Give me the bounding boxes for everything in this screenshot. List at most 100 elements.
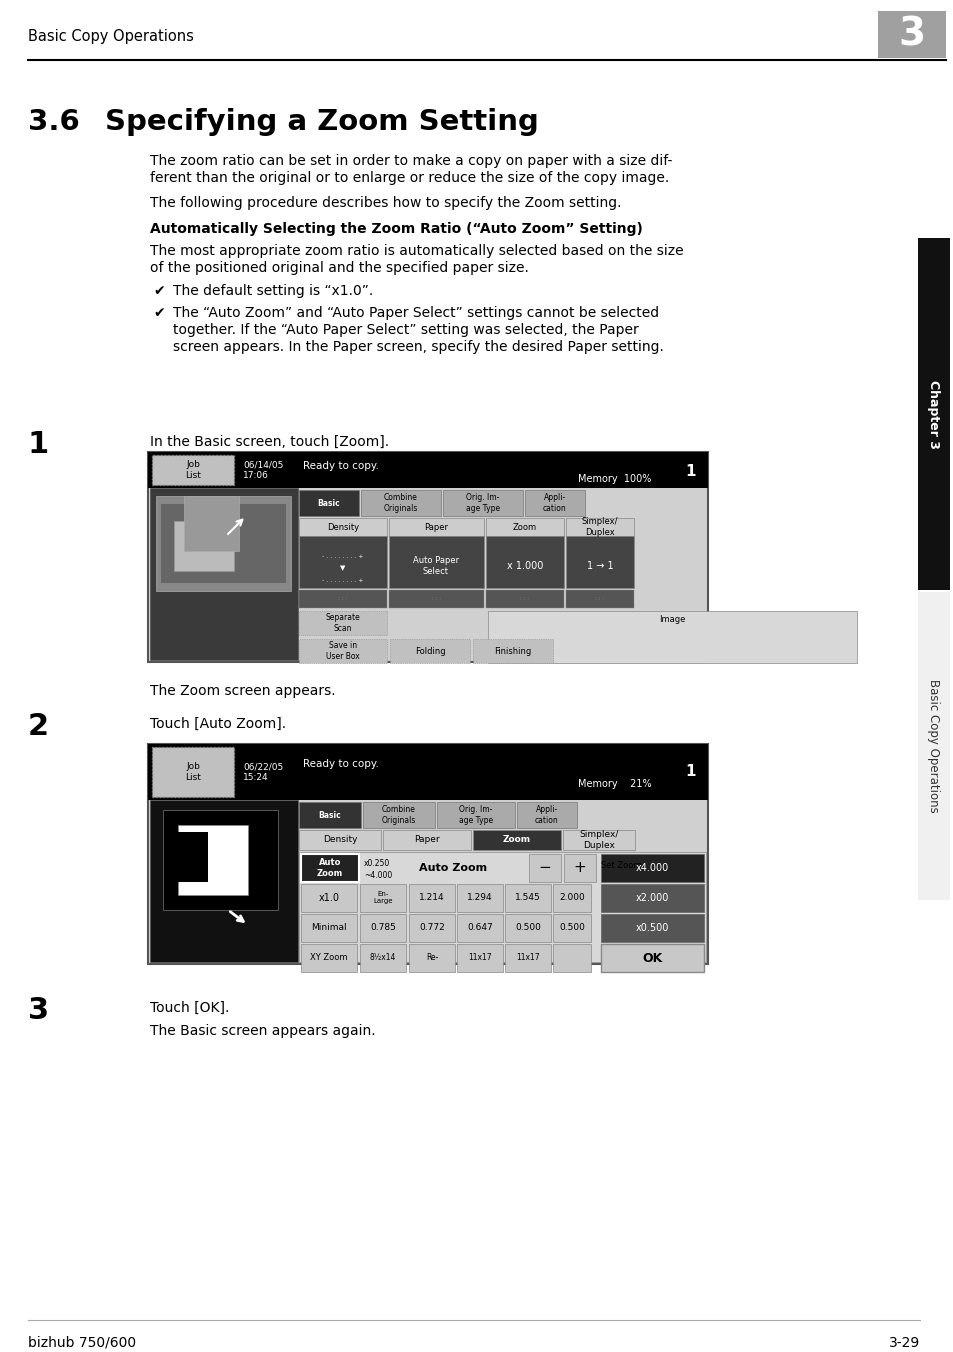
Text: 1: 1 xyxy=(28,430,50,458)
Text: 0.500: 0.500 xyxy=(515,923,540,933)
Bar xyxy=(178,825,248,895)
Bar xyxy=(359,884,406,913)
Bar xyxy=(409,944,455,972)
Text: Memory    21%: Memory 21% xyxy=(578,779,651,790)
Text: Auto Zoom: Auto Zoom xyxy=(418,863,487,873)
Text: Job
List: Job List xyxy=(185,763,201,781)
Bar xyxy=(485,518,563,535)
Text: Image: Image xyxy=(659,615,685,623)
Text: ✔: ✔ xyxy=(152,306,165,320)
Text: Auto
Zoom: Auto Zoom xyxy=(316,859,343,877)
Text: 0.500: 0.500 xyxy=(558,923,584,933)
Bar xyxy=(168,831,208,882)
Bar xyxy=(565,535,634,588)
Text: Chapter 3: Chapter 3 xyxy=(926,380,940,449)
Bar xyxy=(409,884,455,913)
Bar xyxy=(517,802,577,827)
Text: ✔: ✔ xyxy=(152,284,165,297)
Text: 0.647: 0.647 xyxy=(467,923,493,933)
Bar xyxy=(173,521,233,571)
Text: 1.545: 1.545 xyxy=(515,894,540,903)
Text: Appli-
cation: Appli- cation xyxy=(542,493,566,512)
Text: Paper: Paper xyxy=(414,836,439,845)
Text: Job
List: Job List xyxy=(185,460,201,480)
Text: The “Auto Zoom” and “Auto Paper Select” settings cannot be selected: The “Auto Zoom” and “Auto Paper Select” … xyxy=(172,306,659,320)
Bar xyxy=(524,489,584,516)
Bar xyxy=(456,884,502,913)
Bar xyxy=(389,589,483,608)
Bar xyxy=(298,535,387,588)
Text: Auto Paper
Select: Auto Paper Select xyxy=(413,556,458,576)
Text: 3.6: 3.6 xyxy=(28,108,80,137)
Text: Simplex/
Duplex: Simplex/ Duplex xyxy=(581,518,618,537)
Text: The following procedure describes how to specify the Zoom setting.: The following procedure describes how to… xyxy=(150,196,620,210)
Text: Finishing: Finishing xyxy=(494,646,531,656)
Text: x2.000: x2.000 xyxy=(635,894,668,903)
Text: Separate
Scan: Separate Scan xyxy=(325,614,360,633)
Text: Combine
Originals: Combine Originals xyxy=(383,493,417,512)
Bar xyxy=(600,914,703,942)
Bar xyxy=(298,802,360,827)
Text: 8½x14: 8½x14 xyxy=(370,953,395,963)
Bar xyxy=(389,518,483,535)
Text: Simplex/
Duplex: Simplex/ Duplex xyxy=(578,830,618,849)
Bar xyxy=(150,488,297,660)
Text: The Zoom screen appears.: The Zoom screen appears. xyxy=(150,684,335,698)
Bar xyxy=(148,744,707,800)
Bar xyxy=(442,489,522,516)
Bar xyxy=(359,914,406,942)
Bar xyxy=(148,744,707,964)
Bar xyxy=(456,944,502,972)
Text: Touch [Auto Zoom].: Touch [Auto Zoom]. xyxy=(150,717,286,731)
Text: Appli-
cation: Appli- cation xyxy=(535,806,558,825)
Bar xyxy=(298,489,358,516)
Text: 06/22/05
15:24: 06/22/05 15:24 xyxy=(243,763,283,781)
Bar xyxy=(877,11,945,58)
Text: x1.0: x1.0 xyxy=(318,894,339,903)
Text: : : :: : : : xyxy=(595,596,604,602)
Text: : : :: : : : xyxy=(338,596,347,602)
Text: 1.214: 1.214 xyxy=(418,894,444,903)
Text: Specifying a Zoom Setting: Specifying a Zoom Setting xyxy=(105,108,538,137)
Text: Density: Density xyxy=(322,836,356,845)
Bar xyxy=(565,518,634,535)
Text: 1.294: 1.294 xyxy=(467,894,493,903)
Text: together. If the “Auto Paper Select” setting was selected, the Paper: together. If the “Auto Paper Select” set… xyxy=(172,323,639,337)
Text: Paper: Paper xyxy=(424,522,448,531)
Text: Save in
User Box: Save in User Box xyxy=(326,641,359,661)
Text: Ready to copy.: Ready to copy. xyxy=(303,758,378,769)
Text: ~4.000: ~4.000 xyxy=(364,872,392,880)
Text: XY Zoom: XY Zoom xyxy=(310,953,348,963)
Text: 2.000: 2.000 xyxy=(558,894,584,903)
Text: 11x17: 11x17 xyxy=(516,953,539,963)
Text: Basic Copy Operations: Basic Copy Operations xyxy=(28,28,193,43)
Bar xyxy=(473,830,560,850)
Bar xyxy=(156,496,291,591)
Text: The most appropriate zoom ratio is automatically selected based on the size: The most appropriate zoom ratio is autom… xyxy=(150,243,683,258)
Text: OK: OK xyxy=(641,952,662,964)
Text: 1: 1 xyxy=(685,764,696,780)
Text: The Basic screen appears again.: The Basic screen appears again. xyxy=(150,1023,375,1038)
Bar xyxy=(917,238,949,589)
Bar xyxy=(148,452,707,662)
Bar xyxy=(563,854,596,882)
Bar xyxy=(301,884,356,913)
Text: +: + xyxy=(573,860,586,876)
Text: Touch [OK].: Touch [OK]. xyxy=(150,1000,229,1015)
Text: ferent than the original or to enlarge or reduce the size of the copy image.: ferent than the original or to enlarge o… xyxy=(150,170,669,185)
Text: : : :: : : : xyxy=(520,596,529,602)
Text: bizhub 750/600: bizhub 750/600 xyxy=(28,1336,136,1351)
Bar xyxy=(504,884,551,913)
Bar xyxy=(565,589,634,608)
Bar xyxy=(360,489,440,516)
Text: 0.772: 0.772 xyxy=(418,923,444,933)
Bar xyxy=(504,944,551,972)
Text: screen appears. In the Paper screen, specify the desired Paper setting.: screen appears. In the Paper screen, spe… xyxy=(172,339,663,354)
Bar xyxy=(473,639,553,662)
Text: Automatically Selecting the Zoom Ratio (“Auto Zoom” Setting): Automatically Selecting the Zoom Ratio (… xyxy=(150,222,642,237)
Text: 3: 3 xyxy=(28,996,49,1025)
Bar xyxy=(600,884,703,913)
Text: 2: 2 xyxy=(28,713,49,741)
Text: Memory  100%: Memory 100% xyxy=(578,475,651,484)
Text: −: − xyxy=(538,860,551,876)
